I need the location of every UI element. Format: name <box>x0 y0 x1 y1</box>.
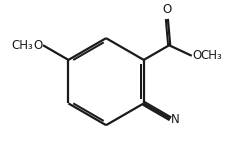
Text: CH₃: CH₃ <box>201 49 222 62</box>
Text: O: O <box>162 3 172 16</box>
Text: O: O <box>192 49 202 62</box>
Text: O: O <box>33 39 42 52</box>
Text: N: N <box>171 113 180 126</box>
Text: CH₃: CH₃ <box>12 39 33 52</box>
